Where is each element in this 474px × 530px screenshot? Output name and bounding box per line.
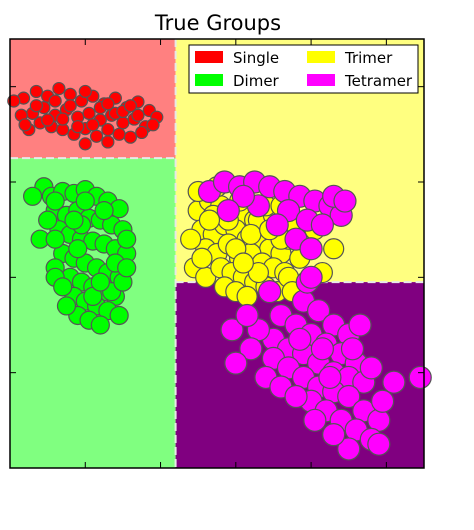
point-tetramer <box>307 299 331 323</box>
legend-swatch-trimer <box>307 51 335 63</box>
point-tetramer <box>318 365 342 390</box>
point-tetramer <box>258 280 282 304</box>
point-tetramer <box>231 184 255 208</box>
legend-label-dimer: Dimer <box>233 72 280 90</box>
point-single <box>101 122 115 137</box>
chart-title: True Groups <box>154 11 281 35</box>
point-tetramer <box>359 356 383 380</box>
point-dimer <box>90 315 110 335</box>
point-trimer <box>198 209 221 231</box>
point-single <box>131 108 145 122</box>
point-tetramer <box>367 432 391 456</box>
point-single <box>56 112 70 126</box>
legend-label-single: Single <box>233 49 279 67</box>
point-single <box>112 127 126 141</box>
point-dimer <box>38 210 58 230</box>
point-tetramer <box>288 327 312 351</box>
point-dimer <box>53 277 73 297</box>
point-trimer <box>232 252 254 274</box>
point-tetramer <box>310 337 334 361</box>
point-dimer <box>68 239 88 259</box>
point-single <box>82 106 96 120</box>
point-dimer <box>64 210 84 230</box>
point-dimer <box>22 186 43 206</box>
legend-box <box>188 44 419 94</box>
point-tetramer <box>408 365 432 390</box>
point-tetramer <box>224 351 248 375</box>
point-single <box>146 118 160 132</box>
point-single <box>29 84 43 99</box>
point-tetramer <box>340 337 365 361</box>
point-dimer <box>109 305 129 326</box>
point-tetramer <box>348 313 372 337</box>
point-dimer <box>117 229 137 249</box>
point-trimer <box>240 223 262 246</box>
point-tetramer <box>265 213 289 237</box>
point-single <box>78 84 92 99</box>
point-single <box>135 125 149 140</box>
point-dimer <box>94 201 114 221</box>
point-single <box>52 81 66 96</box>
point-single <box>63 99 77 113</box>
point-dimer <box>45 191 65 211</box>
series-single <box>7 81 164 151</box>
point-single <box>86 118 100 132</box>
point-tetramer <box>299 265 323 289</box>
point-tetramer <box>371 389 395 413</box>
point-single <box>71 120 85 134</box>
point-tetramer <box>235 303 259 328</box>
point-tetramer <box>333 189 357 213</box>
point-single <box>29 99 43 113</box>
point-single <box>7 94 21 108</box>
point-single <box>48 94 62 108</box>
point-dimer <box>56 296 77 316</box>
point-trimer <box>236 285 258 307</box>
legend-swatch-dimer <box>195 74 223 86</box>
series-tetramer <box>197 170 432 461</box>
point-trimer <box>247 261 269 284</box>
point-single <box>101 135 115 149</box>
legend: Single Trimer Dimer Tetramer <box>188 44 419 94</box>
legend-swatch-single <box>195 51 223 63</box>
legend-swatch-tetramer <box>307 74 335 86</box>
point-trimer <box>323 238 345 260</box>
point-single <box>63 87 77 101</box>
point-tetramer <box>310 213 334 237</box>
point-dimer <box>117 258 137 278</box>
point-single <box>18 118 32 132</box>
point-single <box>89 129 104 143</box>
point-tetramer <box>337 384 361 409</box>
point-trimer <box>191 247 213 269</box>
axis-ticks <box>10 39 424 468</box>
point-single <box>78 137 92 151</box>
point-tetramer <box>239 337 263 361</box>
point-single <box>41 113 55 127</box>
legend-label-trimer: Trimer <box>344 49 393 67</box>
point-tetramer <box>303 408 327 432</box>
point-single <box>101 97 115 111</box>
point-dimer <box>75 191 95 211</box>
point-tetramer <box>216 199 240 223</box>
point-tetramer <box>337 437 361 461</box>
legend-label-tetramer: Tetramer <box>344 72 413 90</box>
point-tetramer <box>322 423 346 447</box>
plot-frame <box>9 38 425 469</box>
point-tetramer <box>299 237 323 261</box>
data-points <box>7 81 432 461</box>
point-tetramer <box>382 370 406 394</box>
point-tetramer <box>220 318 244 342</box>
point-dimer <box>90 272 110 292</box>
point-single <box>123 130 138 144</box>
point-single <box>123 99 138 113</box>
point-trimer <box>180 228 202 250</box>
point-dimer <box>45 229 65 249</box>
point-tetramer <box>284 384 308 409</box>
series-dimer <box>22 177 137 335</box>
